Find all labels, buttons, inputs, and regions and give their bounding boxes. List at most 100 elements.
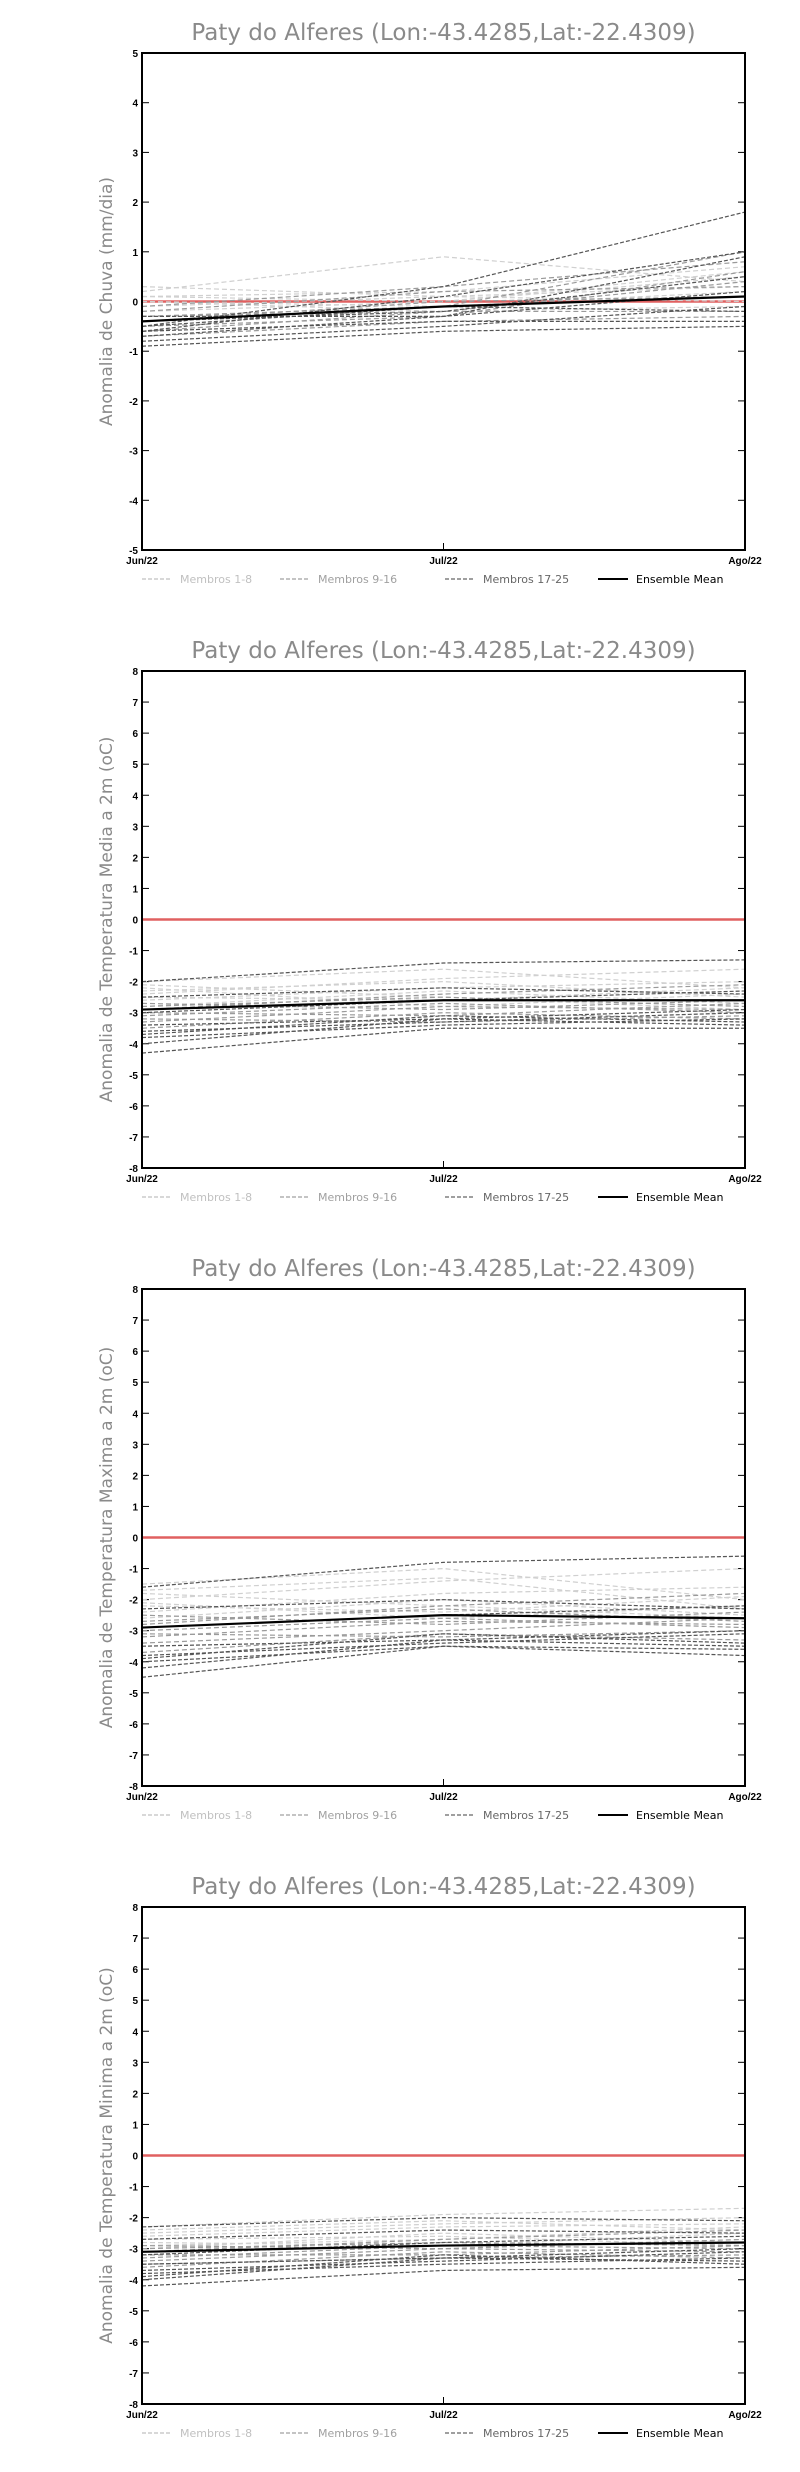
member-series-line-19: [141, 211, 746, 327]
y-tick-label: -6: [129, 1720, 138, 1731]
member-series-line-12: [141, 310, 745, 332]
y-axis-label: Anomalia de Chuva (mm/dia): [97, 177, 117, 426]
member-series-line-6: [141, 990, 746, 1008]
y-tick-label: -4: [129, 496, 138, 507]
y-tick-label: 4: [132, 1409, 138, 1420]
y-tick-label: 3: [132, 1440, 138, 1451]
y-tick-label: 3: [132, 2058, 138, 2069]
member-series-line-16: [141, 2254, 746, 2265]
member-series-line-7: [141, 1577, 746, 1610]
member-series-line-16: [141, 1015, 746, 1023]
x-tick-label: Jun/22: [126, 556, 158, 567]
member-series-line-22: [141, 2235, 746, 2256]
y-tick-label: 0: [132, 298, 138, 309]
y-tick-label: 2: [132, 853, 138, 864]
member-series-line-20: [141, 1555, 746, 1588]
y-tick-label: 5: [132, 760, 138, 771]
member-series-line-9: [141, 251, 746, 318]
y-tick-label: -2: [129, 397, 138, 408]
chart-title: Paty do Alferes (Lon:-43.4285,Lat:-22.43…: [191, 20, 695, 46]
member-series-line-12: [141, 1620, 746, 1638]
y-tick-label: 1: [132, 1502, 138, 1513]
member-series-line-16: [141, 281, 746, 318]
member-series-line-24: [141, 987, 746, 998]
y-tick-label: 2: [132, 1471, 138, 1482]
member-series-line-1: [141, 968, 746, 989]
member-series-line-22: [141, 325, 746, 347]
y-tick-label: 6: [132, 729, 138, 740]
x-tick-label: Ago/22: [728, 1174, 762, 1185]
y-tick-label: 1: [132, 884, 138, 895]
y-tick-label: -7: [129, 1751, 138, 1762]
y-axis-label: Anomalia de Temperatura Media a 2m (oC): [97, 737, 117, 1103]
y-tick-label: 5: [132, 1378, 138, 1389]
y-tick-label: -6: [129, 2338, 138, 2349]
member-series-line-25: [141, 251, 746, 332]
member-series-line-10: [141, 2244, 746, 2259]
y-tick-label: -6: [129, 1102, 138, 1113]
y-tick-label: 3: [132, 148, 138, 159]
y-tick-label: 8: [132, 1285, 138, 1296]
member-series-line-3: [141, 1592, 746, 1619]
member-series-line-12: [141, 1005, 746, 1023]
member-series-line-1: [141, 1567, 746, 1601]
y-tick-label: -3: [129, 1009, 138, 1020]
member-series-line-14: [141, 261, 746, 308]
x-tick-label: Jun/22: [126, 1792, 158, 1803]
legend-label: Membros 17-25: [483, 1809, 569, 1822]
member-series-line-25: [141, 1008, 746, 1045]
y-tick-label: 8: [132, 1903, 138, 1914]
y-tick-label: -2: [129, 1596, 138, 1607]
member-series-line-5: [141, 987, 746, 1008]
legend-label: Membros 1-8: [180, 573, 252, 586]
y-tick-label: -1: [129, 1565, 138, 1576]
ensemble-mean-line: [141, 1614, 746, 1629]
member-series-line-24: [142, 290, 746, 318]
y-tick-label: -1: [129, 347, 138, 358]
member-series-line-15: [141, 1608, 746, 1622]
member-series-line-6: [141, 1599, 746, 1619]
member-series-line-18: [141, 305, 746, 342]
member-series-line-20: [141, 959, 746, 983]
member-series-line-14: [141, 1012, 746, 1029]
member-series-line-24: [141, 2229, 746, 2240]
y-tick-label: -7: [129, 1133, 138, 1144]
legend-label: Ensemble Mean: [636, 2427, 723, 2440]
member-series-line-6: [141, 285, 746, 303]
member-series-line-1: [141, 256, 746, 293]
member-series-line-3: [141, 984, 746, 1011]
y-tick-label: 2: [132, 2089, 138, 2100]
chart-panel-4: Paty do Alferes (Lon:-43.4285,Lat:-22.43…: [97, 1874, 762, 2440]
member-series-line-21: [141, 276, 746, 322]
member-series-line-19: [141, 2266, 746, 2287]
member-series-line-21: [141, 1018, 746, 1039]
legend-label: Membros 1-8: [180, 1809, 252, 1822]
member-series-line-9: [141, 984, 746, 1011]
y-tick-label: -1: [129, 2183, 138, 2194]
y-tick-label: 7: [132, 1316, 138, 1327]
y-tick-label: 1: [132, 248, 138, 259]
plot-frame: [141, 1906, 746, 2405]
y-tick-label: -4: [129, 2276, 138, 2287]
member-series-line-15: [141, 315, 746, 337]
member-series-line-12: [141, 2248, 746, 2262]
y-axis-label: Anomalia de Temperatura Maxima a 2m (oC): [97, 1347, 117, 1729]
member-series-line-16: [141, 1630, 746, 1638]
x-tick-label: Jul/22: [429, 2410, 458, 2421]
legend-label: Ensemble Mean: [636, 573, 723, 586]
member-series-line-14: [141, 1633, 746, 1654]
ensemble-mean-line: [141, 2241, 746, 2253]
member-series-line-13: [141, 1617, 746, 1644]
member-series-line-24: [141, 1599, 746, 1610]
member-series-line-23: [141, 2254, 746, 2278]
y-tick-label: -5: [129, 1689, 138, 1700]
y-tick-label: -4: [129, 1040, 138, 1051]
member-series-line-25: [141, 2248, 746, 2281]
legend-label: Membros 9-16: [318, 573, 397, 586]
y-tick-label: 5: [132, 49, 138, 60]
y-tick-label: 7: [132, 698, 138, 709]
member-series-line-21: [141, 2257, 746, 2275]
member-series-line-10: [141, 1002, 746, 1017]
y-tick-label: -3: [129, 2245, 138, 2256]
member-series-line-19: [141, 1027, 745, 1054]
